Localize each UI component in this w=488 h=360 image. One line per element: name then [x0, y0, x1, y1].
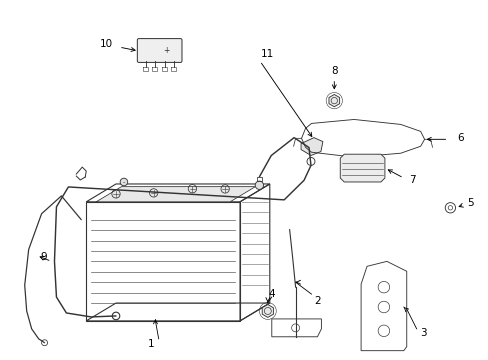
Text: 11: 11 [261, 49, 274, 59]
Circle shape [120, 178, 127, 186]
Text: 2: 2 [313, 296, 320, 306]
Text: 6: 6 [456, 133, 463, 143]
Text: -: - [122, 179, 125, 185]
Polygon shape [262, 305, 273, 318]
Text: 8: 8 [330, 66, 337, 76]
Circle shape [255, 181, 263, 189]
Polygon shape [340, 154, 384, 182]
Text: 3: 3 [419, 328, 426, 338]
Text: 10: 10 [100, 39, 112, 49]
FancyBboxPatch shape [137, 39, 182, 62]
Text: 9: 9 [40, 252, 47, 262]
Text: 4: 4 [268, 289, 275, 299]
Text: +: + [163, 45, 169, 54]
Polygon shape [328, 94, 339, 107]
Text: 7: 7 [408, 175, 415, 185]
Polygon shape [96, 186, 255, 202]
Polygon shape [301, 138, 322, 156]
Text: 1: 1 [147, 339, 154, 349]
Text: 5: 5 [466, 198, 472, 208]
